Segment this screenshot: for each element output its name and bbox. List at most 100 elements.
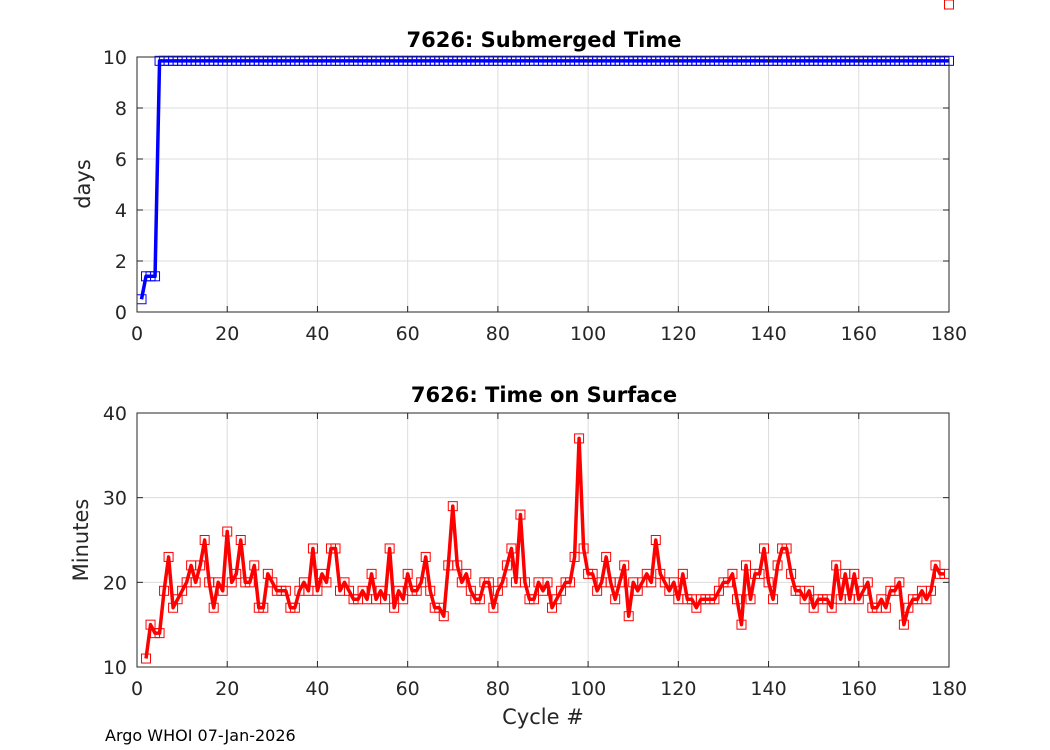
data-point xyxy=(289,602,300,613)
data-point xyxy=(330,543,341,554)
data-point xyxy=(862,577,873,588)
x-tick-label: 80 xyxy=(486,323,510,345)
series-markers xyxy=(141,0,954,664)
data-point xyxy=(574,433,585,444)
y-tick-label: 10 xyxy=(103,657,127,679)
data-point xyxy=(731,594,742,605)
x-tick-label: 20 xyxy=(215,323,239,345)
data-point xyxy=(768,594,779,605)
x-tick-label: 140 xyxy=(750,678,786,700)
data-point xyxy=(515,509,526,520)
data-point xyxy=(925,585,936,596)
y-tick-label: 6 xyxy=(115,149,127,171)
data-point xyxy=(163,551,174,562)
data-point xyxy=(506,543,517,554)
data-point xyxy=(786,568,797,579)
data-point xyxy=(199,535,210,545)
x-tick-label: 0 xyxy=(131,678,143,700)
data-point xyxy=(898,619,909,630)
y-tick-label: 40 xyxy=(103,403,127,425)
data-point xyxy=(849,568,860,579)
data-point xyxy=(745,594,756,605)
data-point xyxy=(741,560,751,571)
x-tick-label: 80 xyxy=(486,678,510,700)
y-tick-label: 20 xyxy=(103,572,127,594)
x-axis-label: Cycle # xyxy=(502,705,584,729)
data-point xyxy=(501,560,512,571)
data-point xyxy=(244,577,255,588)
data-point xyxy=(727,568,738,579)
footer-credit: Argo WHOI 07-Jan-2026 xyxy=(105,726,296,745)
data-point xyxy=(668,577,679,588)
data-point xyxy=(321,577,332,588)
data-point xyxy=(781,543,792,554)
data-point xyxy=(258,602,269,613)
x-tick-label: 180 xyxy=(931,323,967,345)
data-point xyxy=(159,585,170,596)
data-point xyxy=(312,585,323,596)
data-point xyxy=(565,577,576,588)
data-point xyxy=(601,551,612,562)
data-point xyxy=(217,585,228,596)
data-point xyxy=(280,585,291,596)
data-point xyxy=(578,543,589,554)
plot-frame xyxy=(136,412,950,668)
data-point xyxy=(474,594,485,605)
data-point xyxy=(614,577,625,588)
x-tick-label: 160 xyxy=(841,323,877,345)
data-point xyxy=(826,602,837,613)
data-point xyxy=(231,568,242,579)
data-point xyxy=(894,577,905,588)
y-tick-label: 10 xyxy=(103,47,127,69)
x-tick-label: 100 xyxy=(570,678,606,700)
data-point xyxy=(759,543,770,554)
data-point xyxy=(249,560,260,571)
plot-frame xyxy=(136,56,950,313)
series-markers xyxy=(136,55,954,305)
data-point xyxy=(646,577,657,588)
data-point xyxy=(452,560,463,571)
data-point xyxy=(380,594,391,605)
data-point xyxy=(519,577,530,588)
y-tick-label: 8 xyxy=(115,98,127,120)
data-point xyxy=(610,594,621,605)
y-tick-label: 0 xyxy=(115,302,127,324)
data-point xyxy=(222,526,233,537)
chart-title: 7626: Submerged Time xyxy=(406,28,681,52)
data-point xyxy=(623,611,634,622)
y-tick-label: 4 xyxy=(115,200,127,222)
data-point xyxy=(880,602,891,613)
data-point xyxy=(944,0,954,10)
data-point xyxy=(307,543,318,554)
chart-title: 7626: Time on Surface xyxy=(411,383,677,407)
x-tick-label: 100 xyxy=(570,323,606,345)
data-point xyxy=(154,628,165,639)
x-tick-label: 180 xyxy=(931,678,967,700)
x-tick-label: 120 xyxy=(660,323,696,345)
data-point xyxy=(497,577,508,588)
submerged-time-panel: 7626: Submerged Time days 0 20 40 60 80 100 12… xyxy=(71,28,967,345)
data-point xyxy=(398,594,409,605)
data-point xyxy=(619,560,630,571)
data-point xyxy=(447,501,458,512)
data-point xyxy=(804,585,815,596)
data-point xyxy=(389,602,400,613)
data-point xyxy=(438,611,449,622)
data-point xyxy=(587,568,598,579)
data-point xyxy=(235,535,246,545)
data-point xyxy=(763,577,774,588)
y-tick-label: 2 xyxy=(115,251,127,273)
y-tick-label: 30 xyxy=(103,488,127,510)
x-tick-label: 40 xyxy=(305,323,329,345)
data-point xyxy=(488,602,499,613)
x-tick-label: 60 xyxy=(396,323,420,345)
data-point xyxy=(208,602,219,613)
data-point xyxy=(772,560,783,571)
data-point xyxy=(542,577,553,588)
data-point xyxy=(366,568,377,579)
data-point xyxy=(402,568,413,579)
x-tick-label: 60 xyxy=(396,678,420,700)
x-tick-label: 0 xyxy=(131,323,143,345)
x-tick-label: 140 xyxy=(750,323,786,345)
data-point xyxy=(384,543,395,554)
